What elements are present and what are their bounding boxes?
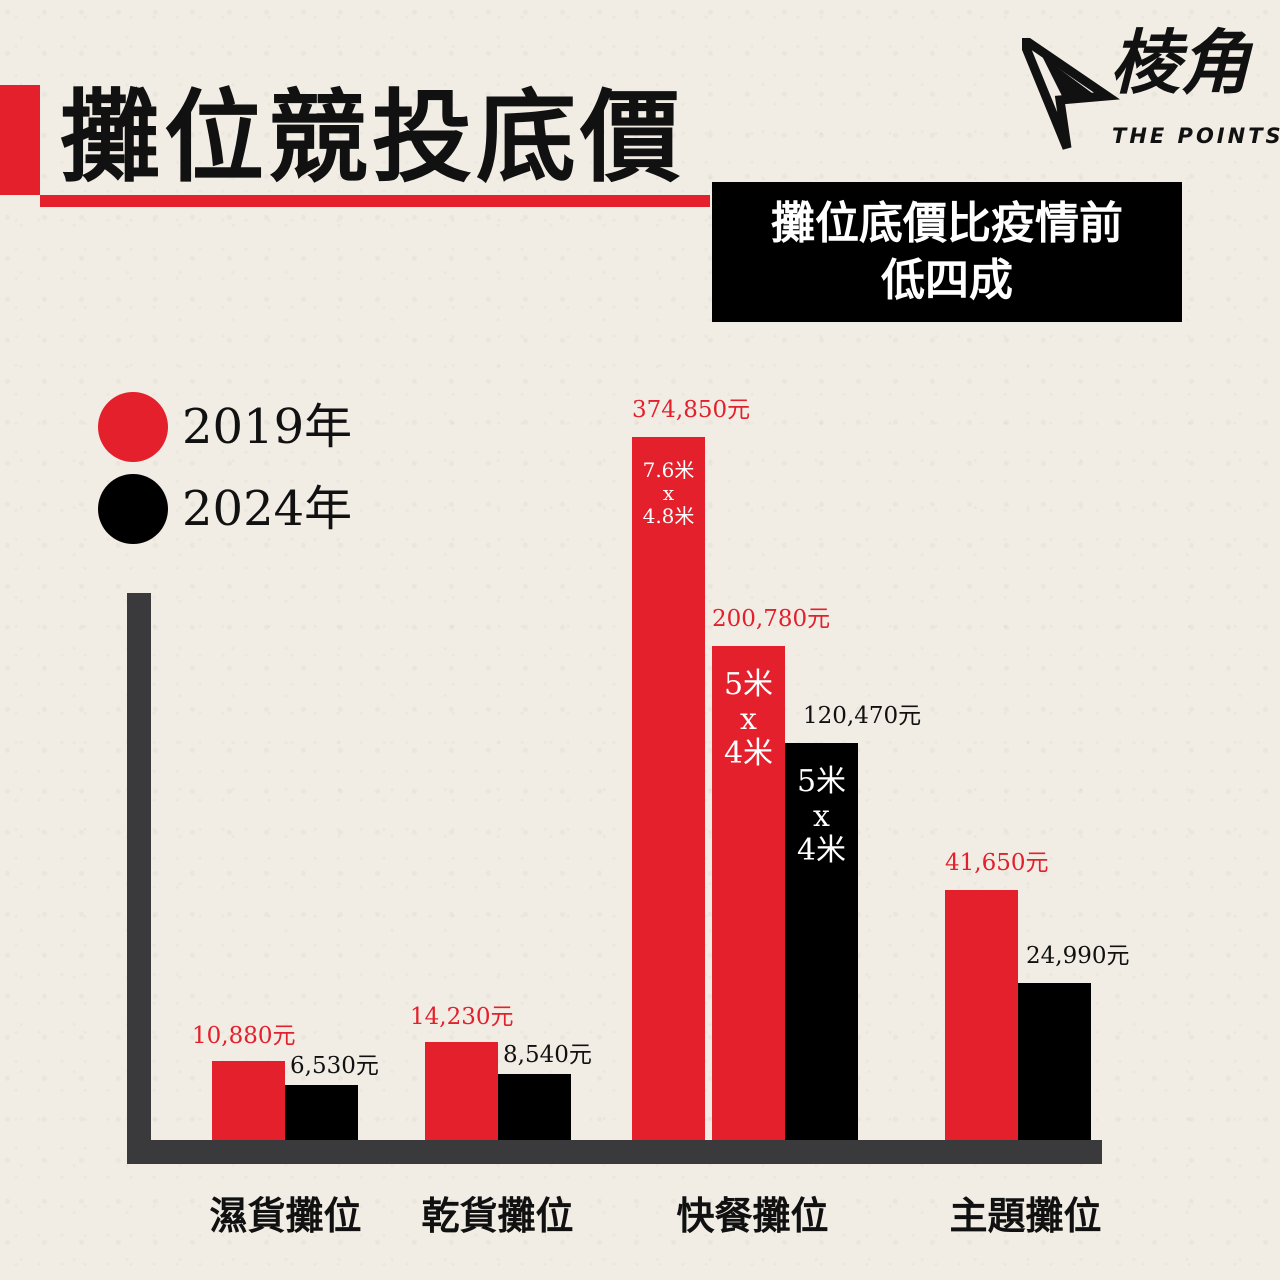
title-accent-block	[0, 85, 40, 195]
x-axis	[127, 1140, 1102, 1164]
category-label-wet-goods: 濕貨攤位	[209, 1194, 362, 1238]
data-label-5: 374,850元	[632, 397, 751, 423]
logo-subtext: THE POINTS	[1112, 124, 1280, 148]
data-label-8: 41,650元	[945, 850, 1049, 876]
bar-4	[498, 1073, 571, 1140]
size-label-line: 4.8米	[642, 504, 695, 528]
size-label-line: 4米	[723, 736, 774, 772]
category-label-theme: 主題攤位	[949, 1194, 1102, 1238]
y-axis	[127, 593, 151, 1164]
data-label-6: 200,780元	[712, 606, 831, 633]
data-label-2: 6,530元	[290, 1053, 379, 1079]
size-label-line: 5米	[796, 764, 847, 799]
legend-item-2019: 2019年	[98, 392, 352, 462]
size-label-7: 5米 x 4米	[785, 764, 858, 869]
title-underline	[40, 195, 710, 207]
legend-label-2024: 2024年	[182, 481, 353, 537]
size-label-line: 4米	[796, 833, 847, 868]
data-label-4: 8,540元	[503, 1041, 592, 1068]
bar-6	[712, 646, 785, 1140]
data-label-3: 14,230元	[410, 1004, 514, 1031]
size-label-6: 5米 x 4米	[712, 668, 785, 772]
legend-swatch-2019	[98, 392, 168, 462]
logo-arrow-icon	[1022, 38, 1120, 150]
subtitle-box: 攤位底價比疫情前 低四成	[712, 182, 1182, 322]
page-title: 攤位競投底價	[60, 78, 684, 196]
bar-8	[945, 890, 1018, 1140]
bar-2	[285, 1085, 358, 1140]
size-label-5: 7.6米 x 4.8米	[632, 459, 705, 528]
size-label-line: 5米	[723, 667, 774, 703]
category-label-dry-goods: 乾貨攤位	[421, 1194, 574, 1238]
size-label-line: 7.6米	[642, 458, 695, 482]
size-label-line: x	[740, 701, 757, 737]
size-label-line: x	[813, 798, 830, 834]
bar-7	[785, 743, 858, 1140]
size-label-line: x	[662, 481, 675, 505]
data-label-7: 120,470元	[803, 703, 922, 729]
logo-text: 棱角	[1110, 22, 1250, 104]
bar-9	[1018, 982, 1091, 1140]
bar-1	[212, 1060, 285, 1140]
data-label-1: 10,880元	[192, 1022, 296, 1049]
legend-item-2024: 2024年	[98, 474, 352, 544]
legend-label-2019: 2019年	[182, 399, 353, 455]
category-label-fast-food: 快餐攤位	[676, 1194, 829, 1238]
data-label-9: 24,990元	[1026, 942, 1130, 969]
legend-swatch-2024	[98, 474, 168, 544]
bar-3	[425, 1042, 498, 1140]
subtitle-line-2: 低四成	[881, 255, 1013, 306]
subtitle-line-1: 攤位底價比疫情前	[771, 197, 1123, 249]
bar-5	[632, 437, 705, 1140]
